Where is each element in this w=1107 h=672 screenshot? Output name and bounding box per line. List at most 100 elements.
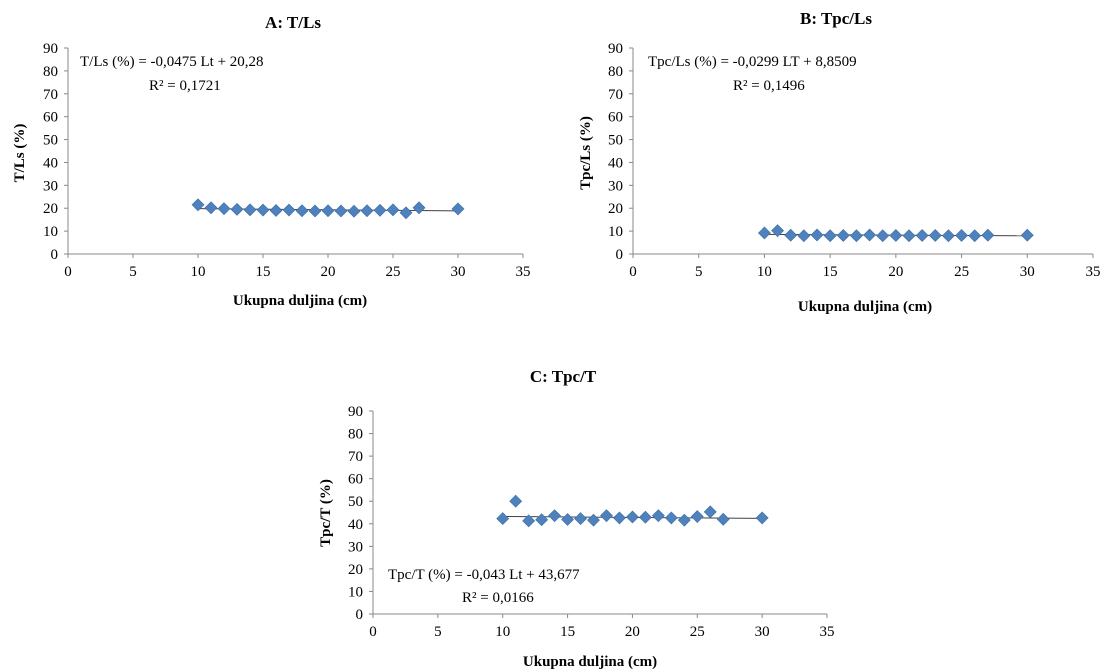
chart-title: A: T/Ls: [265, 13, 321, 32]
y-tick-label: 10: [348, 584, 363, 600]
x-tick-label: 35: [1086, 264, 1101, 280]
data-point: [451, 202, 465, 216]
data-point: [968, 229, 982, 243]
data-point: [863, 228, 876, 242]
data-point: [955, 229, 968, 242]
x-tick-label: 30: [1020, 264, 1035, 280]
y-tick-label: 60: [348, 472, 363, 488]
x-tick-label: 30: [451, 264, 466, 280]
data-point: [876, 229, 890, 243]
data-point: [535, 513, 549, 527]
data-point: [334, 204, 348, 218]
x-tick-label: 10: [191, 264, 206, 280]
data-point: [716, 512, 730, 526]
y-tick-label: 70: [43, 87, 58, 103]
y-tick-label: 50: [348, 494, 363, 510]
data-point: [600, 509, 613, 523]
x-tick-label: 25: [690, 624, 705, 640]
y-tick-label: 10: [608, 224, 623, 240]
x-tick-label: 20: [888, 264, 903, 280]
data-point: [243, 203, 257, 217]
y-tick-label: 30: [43, 178, 58, 194]
data-point: [915, 229, 929, 242]
x-tick-label: 35: [820, 624, 835, 640]
x-axis-label: Ukupna duljina (cm): [233, 293, 367, 309]
y-tick-label: 0: [616, 247, 624, 263]
chart-a: A: T/Ls T/Ls (%) Ukupna duljina (cm) T/L…: [12, 13, 531, 309]
x-tick-label: 10: [757, 264, 772, 280]
data-point: [755, 511, 769, 525]
x-tick-label: 20: [625, 624, 640, 640]
y-tick-label: 80: [608, 64, 623, 80]
chart-c: C: Tpc/T Tpc/T (%) Ukupna duljina (cm) T…: [318, 367, 835, 670]
data-point: [638, 510, 652, 524]
data-point: [269, 204, 283, 217]
data-point: [651, 509, 665, 523]
y-tick-label: 20: [348, 562, 363, 578]
y-tick-label: 30: [608, 178, 623, 194]
data-point: [509, 494, 523, 508]
y-tick-label: 20: [608, 201, 623, 217]
data-point: [561, 513, 574, 526]
y-tick-label: 80: [348, 427, 363, 443]
data-point: [797, 229, 811, 243]
y-tick-label: 0: [51, 247, 59, 263]
data-point: [889, 229, 903, 242]
r-squared-label: R² = 0,0166: [462, 590, 534, 606]
y-tick-label: 70: [348, 449, 363, 465]
data-point: [321, 204, 335, 218]
y-tick-label: 30: [348, 539, 363, 555]
data-point: [496, 512, 510, 526]
y-tick-label: 40: [43, 155, 58, 171]
data-point: [230, 202, 244, 216]
x-tick-label: 0: [64, 264, 72, 280]
data-point: [613, 511, 626, 525]
x-tick-label: 25: [386, 264, 401, 280]
data-point: [758, 226, 771, 240]
data-point: [626, 510, 639, 524]
data-point: [836, 229, 850, 242]
data-point: [1020, 228, 1034, 242]
y-tick-label: 0: [356, 607, 364, 623]
y-axis-label: Tpc/T (%): [318, 479, 334, 547]
trendline-equation: Tpc/T (%) = -0,043 Lt + 43,677: [388, 567, 580, 583]
r-squared-label: R² = 0,1496: [733, 78, 805, 94]
data-point: [308, 204, 322, 218]
trendline-equation: T/Ls (%) = -0,0475 Lt + 20,28: [80, 54, 264, 70]
data-point: [256, 203, 270, 217]
x-tick-label: 15: [823, 264, 838, 280]
data-point: [191, 198, 205, 212]
y-tick-label: 20: [43, 201, 58, 217]
data-point: [347, 204, 361, 218]
x-tick-label: 5: [129, 264, 137, 280]
data-point: [386, 203, 400, 217]
y-tick-label: 90: [348, 404, 363, 420]
chart-b: B: Tpc/Ls Tpc/Ls (%) Ukupna duljina (cm)…: [578, 9, 1101, 315]
data-point: [412, 201, 426, 215]
r-squared-label: R² = 0,1721: [149, 78, 221, 94]
trendline-equation: Tpc/Ls (%) = -0,0299 LT + 8,8509: [648, 54, 857, 70]
y-tick-label: 90: [43, 41, 58, 57]
data-point: [703, 505, 717, 519]
y-axis-label: T/Ls (%): [12, 124, 28, 183]
y-tick-label: 40: [348, 517, 363, 533]
y-tick-label: 90: [608, 41, 623, 57]
x-tick-label: 20: [321, 264, 336, 280]
data-point: [204, 201, 218, 215]
data-point: [282, 203, 296, 217]
chart-title: B: Tpc/Ls: [800, 9, 872, 28]
x-axis-label: Ukupna duljina (cm): [798, 299, 932, 315]
x-tick-label: 0: [369, 624, 377, 640]
y-tick-label: 40: [608, 155, 623, 171]
x-tick-label: 30: [755, 624, 770, 640]
x-axis-label: Ukupna duljina (cm): [523, 654, 657, 670]
data-point: [360, 204, 374, 218]
data-point: [664, 511, 678, 525]
data-point: [928, 229, 942, 242]
data-point: [373, 203, 387, 217]
data-point: [981, 228, 995, 242]
data-point: [399, 206, 413, 220]
y-tick-label: 80: [43, 64, 58, 80]
data-point: [522, 514, 536, 528]
